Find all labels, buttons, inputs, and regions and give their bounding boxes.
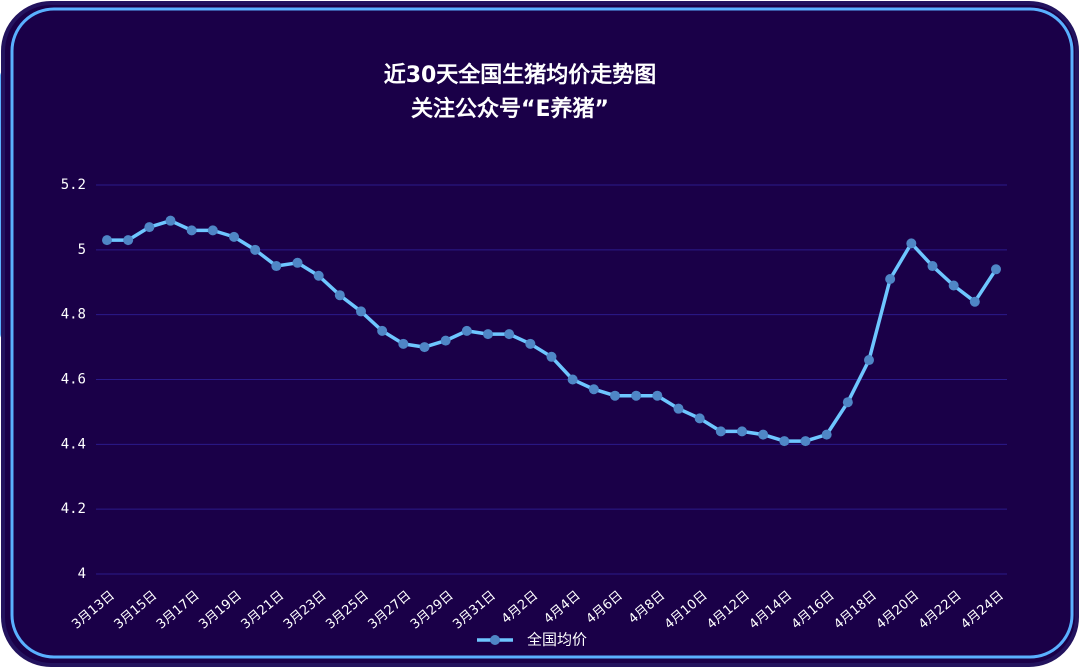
- point: [948, 280, 959, 291]
- point: [864, 355, 874, 366]
- point: [588, 384, 599, 395]
- point: [885, 274, 896, 285]
- point: [229, 231, 239, 242]
- point: [567, 374, 578, 385]
- point: [440, 335, 451, 346]
- point: [123, 235, 134, 246]
- point: [398, 338, 409, 349]
- y-tick-label: 4: [78, 566, 86, 582]
- point: [419, 342, 430, 353]
- point: [186, 225, 197, 236]
- point: [334, 290, 345, 301]
- y-tick-label: 4.8: [61, 307, 86, 323]
- y-tick-label: 4.4: [61, 436, 86, 452]
- legend-marker: [490, 635, 500, 645]
- point: [737, 426, 747, 437]
- point: [207, 225, 218, 236]
- point: [906, 238, 917, 249]
- point: [165, 215, 176, 226]
- point: [250, 244, 261, 255]
- point: [715, 426, 726, 437]
- point: [461, 325, 472, 336]
- y-tick-label: 4.6: [61, 372, 86, 388]
- point: [292, 257, 303, 268]
- point: [377, 325, 388, 336]
- point: [758, 429, 769, 440]
- point: [821, 429, 832, 440]
- point: [800, 436, 811, 447]
- chart-title: 近30天全国生猪均价走势图: [384, 62, 657, 88]
- point: [610, 390, 620, 401]
- point: [313, 270, 324, 281]
- y-tick-label: 5.2: [61, 177, 86, 193]
- point: [504, 329, 515, 340]
- point: [144, 222, 155, 233]
- point: [631, 390, 642, 401]
- point: [969, 296, 980, 307]
- y-tick-label: 4.2: [61, 501, 86, 517]
- point: [779, 436, 790, 447]
- point: [927, 261, 938, 272]
- legend-label: 全国均价: [527, 631, 587, 649]
- point: [673, 403, 684, 414]
- point: [525, 338, 536, 349]
- point: [694, 413, 705, 424]
- point: [102, 235, 112, 246]
- point: [356, 306, 366, 317]
- y-tick-label: 5: [78, 242, 86, 258]
- point: [546, 351, 557, 362]
- point: [842, 397, 853, 408]
- point: [991, 264, 1001, 275]
- point: [271, 261, 282, 272]
- point: [652, 390, 663, 401]
- frame: [10, 7, 1074, 659]
- point: [483, 329, 493, 340]
- chart-subtitle: 关注公众号“E养猪”: [411, 96, 609, 122]
